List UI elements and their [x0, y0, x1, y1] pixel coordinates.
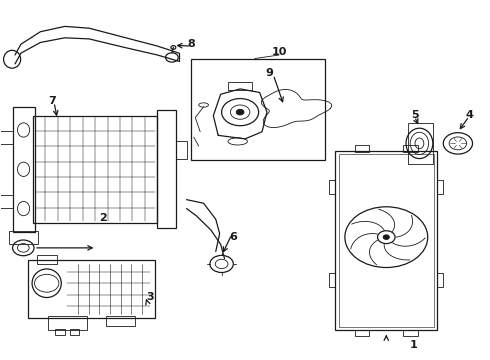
Bar	[0, 195, 13, 208]
Text: 6: 6	[229, 232, 237, 242]
Bar	[106, 316, 135, 327]
Bar	[176, 141, 187, 158]
Circle shape	[383, 235, 389, 239]
Bar	[9, 231, 38, 244]
Text: 8: 8	[188, 39, 196, 49]
Bar	[157, 111, 176, 228]
Text: 9: 9	[266, 68, 273, 78]
Bar	[48, 316, 87, 330]
Bar	[329, 273, 335, 287]
Bar	[403, 330, 418, 337]
Bar	[403, 145, 418, 152]
Circle shape	[236, 109, 244, 115]
Bar	[355, 145, 369, 152]
Bar	[192, 59, 325, 160]
Text: 3: 3	[146, 292, 154, 302]
Bar	[70, 329, 79, 335]
Bar	[408, 123, 433, 164]
Text: 5: 5	[411, 110, 418, 120]
Text: 1: 1	[409, 340, 417, 350]
Text: 10: 10	[271, 47, 287, 57]
Bar	[28, 260, 155, 318]
Text: 2: 2	[99, 212, 107, 222]
Bar	[355, 330, 369, 337]
Bar	[37, 255, 57, 264]
Text: 7: 7	[49, 96, 56, 106]
Bar	[33, 116, 157, 223]
Bar	[13, 107, 34, 232]
Bar	[329, 180, 335, 194]
Bar	[0, 131, 13, 144]
Bar	[55, 329, 65, 335]
Text: 4: 4	[465, 110, 473, 120]
Bar	[438, 180, 443, 194]
Bar	[335, 152, 438, 330]
Bar	[438, 273, 443, 287]
Bar	[339, 154, 434, 327]
Bar	[228, 82, 252, 90]
